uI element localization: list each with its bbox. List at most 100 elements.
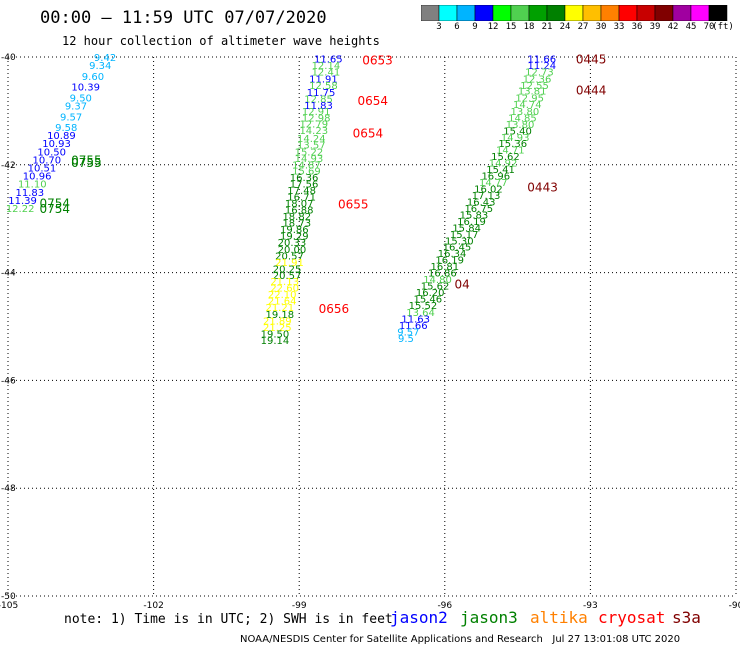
wave-height-value: 15.83 [460, 210, 489, 221]
colorbar-label: 12 [487, 22, 499, 32]
wave-height-value: 14.24 [297, 134, 326, 145]
wave-height-value: 12.85 [304, 95, 333, 106]
wave-height-value: 18.82 [282, 212, 311, 223]
wave-height-value: 17.13 [472, 191, 501, 202]
wave-height-value: 18.73 [282, 218, 311, 229]
wave-height-value: 16.36 [290, 173, 319, 184]
wave-height-value: 11.39 [8, 196, 37, 207]
colorbar-label: 9 [472, 22, 478, 32]
colorbar-label: 15 [505, 22, 517, 32]
wave-height-value: 9.57 [60, 112, 82, 123]
wave-height-value: 15.41 [486, 165, 515, 176]
wave-height-value: 21.91 [275, 258, 304, 269]
wave-height-value: 13.80 [506, 120, 535, 131]
wave-height-value: 12.73 [525, 68, 554, 79]
wave-height-value: 12.95 [515, 93, 544, 104]
track-left: 9.429.349.6010.399.509.379.579.5810.8910… [6, 53, 116, 216]
wave-height-value: 14.71 [496, 146, 525, 157]
colorbar-label: 3 [436, 22, 442, 32]
lat-tick-label: -42 [1, 161, 16, 171]
wave-height-value: 9.50 [70, 93, 92, 104]
wave-height-value: 21.89 [263, 317, 292, 328]
wave-height-value: 16.43 [467, 197, 496, 208]
wave-height-value: 10.70 [33, 155, 62, 166]
colorbar-swatch [636, 5, 656, 21]
wave-height-value: 11.91 [309, 75, 338, 86]
time-label: 0755 [71, 153, 102, 167]
colorbar [421, 5, 728, 21]
colorbar-swatch [456, 5, 476, 21]
wave-height-value: 11.66 [399, 321, 428, 332]
wave-height-value: 11.66 [528, 55, 557, 66]
wave-height-value: 14.92 [489, 159, 518, 170]
wave-height-value: 11.24 [528, 61, 557, 72]
wave-height-value: 12.22 [6, 204, 35, 215]
lon-tick-label: -90 [729, 601, 740, 611]
footer-credit: NOAA/NESDIS Center for Satellite Applica… [240, 634, 681, 645]
wave-height-value: 12.98 [302, 113, 331, 124]
colorbar-swatch [564, 5, 584, 21]
colorbar-swatch [582, 5, 602, 21]
legend-altika: altika [530, 608, 588, 627]
wave-height-value: 20.57 [273, 271, 302, 282]
lat-tick-label: -48 [1, 484, 16, 494]
wave-height-value: 20.25 [273, 264, 302, 275]
lon-tick-label: -99 [292, 601, 307, 611]
wave-height-value: 10.39 [71, 83, 100, 94]
time-label: 04 [455, 277, 470, 291]
page-title: 00:00 – 11:59 UTC 07/07/2020 [40, 8, 327, 28]
wave-height-value: 22.10 [268, 290, 297, 301]
wave-height-value: 16.71 [287, 193, 316, 204]
time-label: 0445 [576, 53, 607, 67]
wave-height-value: 14.77 [479, 178, 508, 189]
wave-height-value: 16.19 [457, 217, 486, 228]
lon-tick-label: -96 [437, 601, 452, 611]
wave-height-value: 13.64 [406, 308, 435, 319]
wave-height-value: 16.45 [443, 243, 472, 254]
wave-height-value: 12.91 [302, 107, 331, 118]
track-right: 11.6611.2412.7312.3612.5513.8112.9514.74… [397, 53, 606, 345]
colorbar-swatch [654, 5, 674, 21]
wave-height-value: 9.57 [397, 327, 419, 338]
wave-height-value: 16.20 [416, 288, 445, 299]
lon-tick-label: -93 [583, 601, 598, 611]
wave-height-value: 21.25 [263, 323, 292, 334]
colorbar-swatch [474, 5, 494, 21]
colorbar-swatch [510, 5, 530, 21]
wave-height-value: 20.33 [278, 238, 307, 249]
wave-height-value: 18.07 [285, 199, 314, 210]
wave-height-value: 17.48 [287, 186, 316, 197]
wave-height-value: 16.81 [430, 262, 459, 273]
wave-height-value: 9.60 [82, 72, 104, 83]
track-middle: 11.6512.1412.4111.9112.5811.7512.8511.83… [261, 54, 393, 347]
wave-height-value: 19.29 [280, 231, 309, 242]
lon-tick-label: -102 [143, 601, 163, 611]
colorbar-swatch [546, 5, 566, 21]
page-subtitle: 12 hour collection of altimeter wave hei… [62, 34, 380, 48]
wave-height-value: 15.69 [292, 167, 321, 178]
wave-height-value: 21.21 [265, 303, 294, 314]
time-label: 0656 [319, 302, 350, 316]
colorbar-label: 36 [631, 22, 643, 32]
legend-cryosat: cryosat [598, 608, 666, 627]
colorbar-swatch [708, 5, 728, 21]
wave-height-value: 9.5 [398, 334, 414, 345]
wave-height-value: 15.17 [450, 230, 479, 241]
colorbar-label: 24 [559, 22, 571, 32]
wave-height-value: 11.75 [307, 88, 336, 99]
wave-height-value: 10.89 [47, 131, 76, 142]
wave-height-value: 14.23 [299, 126, 328, 137]
wave-height-value: 15.62 [491, 152, 520, 163]
wave-height-value: 16.02 [474, 185, 503, 196]
colorbar-swatch [690, 5, 710, 21]
wave-height-value: 20.57 [275, 251, 304, 262]
wave-height-value: 15.46 [413, 294, 442, 305]
colorbar-label: 30 [595, 22, 607, 32]
wave-height-value: 11.63 [401, 314, 430, 325]
colorbar-swatch [600, 5, 620, 21]
wave-height-value: 16.88 [285, 206, 314, 217]
colorbar-label: 6 [454, 22, 460, 32]
colorbar-label: 27 [577, 22, 589, 32]
wave-height-value: 11.83 [16, 188, 45, 199]
legend-s3a: s3a [672, 608, 701, 627]
